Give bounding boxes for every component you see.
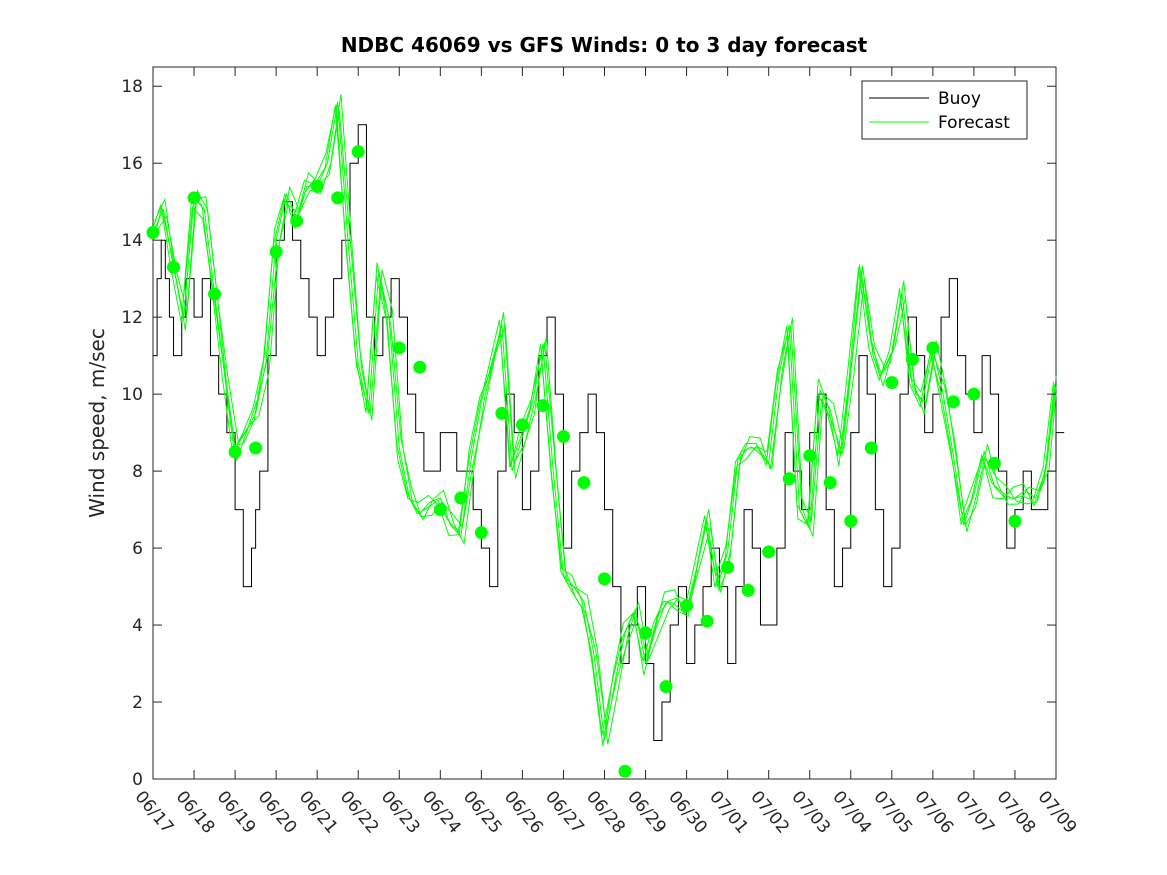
forecast-marker bbox=[392, 341, 406, 355]
x-tick-label: 07/04 bbox=[828, 787, 875, 837]
x-tick-label: 06/23 bbox=[377, 787, 424, 837]
x-tick-label: 06/26 bbox=[500, 787, 547, 837]
y-tick-label: 4 bbox=[132, 616, 143, 636]
forecast-marker bbox=[269, 245, 283, 259]
forecast-marker bbox=[167, 260, 181, 274]
forecast-marker bbox=[905, 352, 919, 366]
forecast-marker bbox=[331, 191, 345, 205]
x-tick-label: 06/29 bbox=[623, 787, 670, 837]
forecast-marker bbox=[310, 179, 324, 193]
forecast-marker bbox=[413, 360, 427, 374]
x-tick-label: 07/07 bbox=[951, 787, 998, 837]
y-tick-label: 8 bbox=[132, 462, 143, 482]
x-tick-label: 06/17 bbox=[131, 787, 178, 837]
forecast-marker bbox=[187, 191, 201, 205]
y-tick-label: 6 bbox=[132, 539, 143, 559]
forecast-marker bbox=[885, 376, 899, 390]
forecast-marker bbox=[556, 429, 570, 443]
x-tick-label: 07/06 bbox=[910, 787, 957, 837]
forecast-marker bbox=[290, 214, 304, 228]
forecast-marker bbox=[433, 503, 447, 517]
x-tick-label: 07/03 bbox=[787, 787, 834, 837]
x-tick-label: 07/01 bbox=[705, 787, 752, 837]
buoy-series-line bbox=[153, 124, 1065, 742]
forecast-marker bbox=[864, 441, 878, 455]
forecast-marker bbox=[515, 418, 529, 432]
y-tick-label: 10 bbox=[121, 385, 143, 405]
x-tick-label: 07/09 bbox=[1034, 787, 1081, 837]
forecast-marker bbox=[618, 764, 632, 778]
forecast-series-line bbox=[155, 94, 1057, 745]
y-axis-label: Wind speed, m/sec bbox=[85, 328, 109, 518]
forecast-marker bbox=[474, 526, 488, 540]
x-tick-label: 07/05 bbox=[869, 787, 916, 837]
forecast-marker bbox=[1008, 514, 1022, 528]
x-tick-label: 06/24 bbox=[418, 787, 465, 837]
forecast-marker bbox=[946, 395, 960, 409]
x-tick-label: 06/28 bbox=[582, 787, 629, 837]
forecast-marker bbox=[659, 680, 673, 694]
forecast-marker bbox=[967, 387, 981, 401]
legend-box bbox=[861, 80, 1028, 140]
forecast-marker bbox=[803, 449, 817, 463]
forecast-marker bbox=[782, 472, 796, 486]
series-layer bbox=[152, 94, 1065, 747]
x-tick-label: 06/19 bbox=[213, 787, 260, 837]
forecast-marker bbox=[926, 341, 940, 355]
forecast-marker bbox=[639, 626, 653, 640]
marker-layer bbox=[146, 145, 1022, 778]
y-tick-label: 18 bbox=[121, 77, 143, 97]
forecast-series-line bbox=[152, 105, 1055, 735]
x-tick-label: 07/02 bbox=[746, 787, 793, 837]
forecast-marker bbox=[454, 491, 468, 505]
y-tick-label: 14 bbox=[121, 231, 143, 251]
legend-label-buoy: Buoy bbox=[938, 89, 981, 109]
forecast-marker bbox=[700, 614, 714, 628]
x-tick-label: 06/27 bbox=[541, 787, 588, 837]
forecast-marker bbox=[249, 441, 263, 455]
forecast-marker bbox=[228, 445, 242, 459]
forecast-marker bbox=[598, 572, 611, 586]
x-tick-label: 07/08 bbox=[993, 787, 1040, 837]
forecast-marker bbox=[987, 456, 1001, 470]
y-tick-label: 16 bbox=[121, 154, 143, 174]
forecast-marker bbox=[741, 583, 755, 597]
x-tick-label: 06/18 bbox=[172, 787, 219, 837]
y-tick-label: 2 bbox=[132, 693, 143, 713]
x-tick-label: 06/20 bbox=[254, 787, 301, 837]
forecast-marker bbox=[844, 514, 858, 528]
forecast-marker bbox=[577, 476, 591, 490]
forecast-marker bbox=[146, 225, 160, 239]
chart-title: NDBC 46069 vs GFS Winds: 0 to 3 day fore… bbox=[341, 33, 868, 57]
y-axis: 0 2 4 6 8 10 12 14 16 18 bbox=[121, 77, 1056, 790]
forecast-marker bbox=[680, 599, 694, 613]
forecast-marker bbox=[495, 406, 509, 420]
y-tick-label: 12 bbox=[121, 308, 143, 328]
axes-box bbox=[152, 66, 1057, 780]
forecast-marker bbox=[351, 145, 365, 159]
plot-area bbox=[146, 66, 1065, 780]
forecast-marker bbox=[208, 287, 222, 301]
legend-label-forecast: Forecast bbox=[938, 113, 1010, 133]
x-tick-label: 06/25 bbox=[459, 787, 506, 837]
forecast-marker bbox=[823, 476, 837, 490]
legend: Buoy Forecast bbox=[861, 80, 1028, 140]
y-tick-label: 0 bbox=[132, 770, 143, 790]
x-tick-label: 06/22 bbox=[336, 787, 383, 837]
forecast-marker bbox=[536, 399, 550, 413]
forecast-marker bbox=[721, 560, 735, 574]
x-tick-label: 06/21 bbox=[295, 787, 342, 837]
x-tick-label: 06/30 bbox=[664, 787, 711, 837]
forecast-marker bbox=[762, 545, 776, 559]
